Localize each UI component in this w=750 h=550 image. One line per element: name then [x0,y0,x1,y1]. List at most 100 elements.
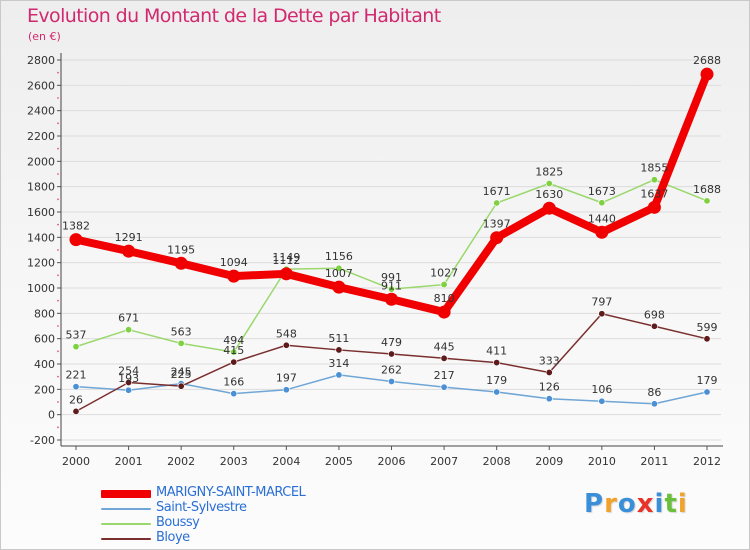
data-label: 106 [591,383,612,396]
data-label: 511 [328,332,349,345]
data-label: 225 [171,368,192,381]
data-label: 254 [118,364,139,377]
minor-tick [57,122,59,125]
data-label: 217 [434,369,455,382]
data-point [72,343,80,351]
minor-tick [57,426,59,429]
data-label: 479 [381,336,402,349]
data-label: 1195 [167,243,195,256]
data-point [545,368,553,376]
data-point [335,371,343,379]
data-label: 1094 [220,256,248,269]
minor-tick [57,97,59,99]
data-label: 126 [539,381,560,394]
y-tick-label: 2000 [27,155,55,168]
y-tick-label: 2400 [27,105,55,118]
data-label: 1291 [115,231,143,244]
minor-tick [57,401,59,403]
data-label: 1112 [272,254,300,267]
data-point [177,339,185,347]
data-label: 86 [647,386,661,399]
data-label: 1673 [588,185,616,198]
data-label: 1825 [535,166,563,179]
data-label: 1688 [693,183,721,196]
data-label: 698 [644,308,665,321]
data-point [279,267,293,281]
data-label: 411 [486,345,507,358]
data-label: 1007 [325,267,353,280]
minor-tick [57,173,59,175]
legend-label: Bloye [156,530,190,545]
data-point [335,346,343,354]
data-label: 599 [697,321,718,334]
minor-tick [57,274,59,277]
data-label: 991 [381,271,402,284]
data-point [227,269,241,283]
x-tick-label: 2001 [115,455,143,468]
logo-letter: t [664,489,678,519]
y-tick-label: 2200 [27,130,55,143]
legend-swatch [101,490,151,498]
data-label: 810 [434,292,455,305]
data-point [282,386,290,394]
y-tick-label: 1200 [27,257,55,270]
x-tick-label: 2011 [640,455,668,468]
x-tick-label: 2002 [167,455,195,468]
data-label: 179 [697,374,718,387]
data-point [650,322,658,330]
data-label: 1630 [535,188,563,201]
data-point [542,201,556,215]
data-point [387,377,395,385]
y-tick-label: 1400 [27,231,55,244]
data-label: 548 [276,327,297,340]
y-tick-label: 1800 [27,181,55,194]
data-label: 797 [591,296,612,309]
data-label: 26 [69,393,83,406]
x-tick-label: 2006 [378,455,406,468]
data-label: 1149 [272,251,300,264]
data-point [440,383,448,391]
data-point [545,395,553,403]
data-point [700,67,714,81]
data-point [598,310,606,318]
y-tick-label: -200 [30,434,55,447]
data-label: 1671 [483,185,511,198]
data-point [493,199,501,207]
data-point [125,378,133,386]
data-point [125,386,133,394]
legend-swatch [101,508,151,510]
data-point [387,285,395,293]
logo-letter: i [677,489,688,519]
logo-letter: r [604,489,618,519]
minor-tick [57,147,59,150]
y-tick-label: 400 [34,358,55,371]
x-tick-label: 2008 [483,455,511,468]
legend-swatch [101,538,151,540]
data-point [545,180,553,188]
y-tick-label: 800 [34,307,55,320]
data-point [72,383,80,391]
data-label: 1397 [483,218,511,231]
data-point [332,280,346,294]
x-tick-label: 2005 [325,455,353,468]
data-point [122,244,136,258]
data-label: 1440 [588,212,616,225]
y-tick-label: 1000 [27,282,55,295]
y-tick-label: 600 [34,333,55,346]
data-label: 1855 [640,162,668,175]
minor-tick [57,325,59,327]
minor-tick [57,223,59,226]
data-label: 193 [118,372,139,385]
legend-label: Boussy [156,515,200,530]
data-point [230,348,238,356]
data-label: 671 [118,312,139,325]
data-label: 245 [171,366,192,379]
data-point [703,335,711,343]
data-label: 221 [66,369,87,382]
legend-label: MARIGNY-SAINT-MARCEL [156,485,306,500]
x-tick-label: 2010 [588,455,616,468]
minor-tick [57,198,59,201]
x-tick-label: 2000 [62,455,90,468]
minor-tick [57,299,59,302]
y-tick-label: 2800 [27,54,55,67]
